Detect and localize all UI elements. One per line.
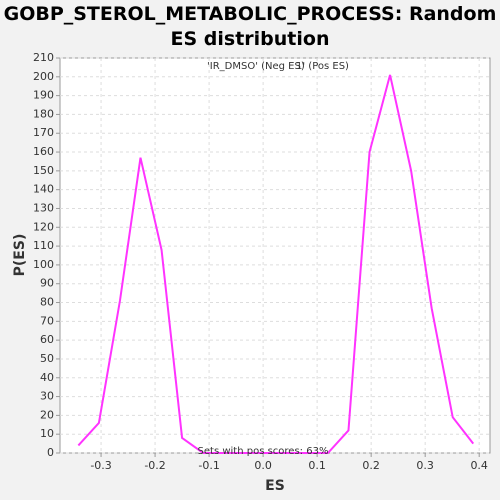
y-tick-label: 200 bbox=[33, 70, 54, 83]
chart-title: GOBP_STEROL_METABOLIC_PROCESS: Random ES… bbox=[3, 3, 497, 50]
y-tick-label: 70 bbox=[40, 314, 54, 327]
series-line bbox=[77, 74, 475, 454]
x-tick-label: 0.4 bbox=[470, 459, 488, 472]
x-axis-label: ES bbox=[265, 478, 285, 494]
x-tick-label: -0.2 bbox=[144, 459, 165, 472]
y-tick-label: 160 bbox=[33, 145, 54, 158]
y-tick-label: 150 bbox=[33, 164, 54, 177]
x-tick-label: 0.2 bbox=[362, 459, 380, 472]
y-tick-label: 40 bbox=[40, 371, 54, 384]
y-tick-label: 110 bbox=[33, 239, 54, 252]
y-tick-label: 60 bbox=[40, 333, 54, 346]
y-axis-label: P(ES) bbox=[12, 234, 28, 277]
y-tick-label: 120 bbox=[33, 220, 54, 233]
x-tick-label: 0.0 bbox=[254, 459, 272, 472]
annotation: Sets with pos scores: 63% bbox=[198, 446, 329, 457]
y-tick-label: 190 bbox=[33, 89, 54, 102]
y-tick-label: 100 bbox=[33, 258, 54, 271]
plot-area bbox=[59, 57, 491, 454]
y-tick-label: 180 bbox=[33, 107, 54, 120]
y-tick-label: 80 bbox=[40, 296, 54, 309]
legend-entry: 1' (Pos ES) bbox=[296, 61, 349, 72]
y-tick-label: 170 bbox=[33, 126, 54, 139]
y-tick-label: 0 bbox=[47, 446, 54, 459]
y-tick-label: 210 bbox=[33, 51, 54, 64]
legend-entry: 'IR_DMSO' (Neg ES) bbox=[207, 61, 305, 72]
x-tick-label: -0.1 bbox=[198, 459, 219, 472]
y-tick-label: 130 bbox=[33, 201, 54, 214]
y-tick-label: 140 bbox=[33, 183, 54, 196]
x-tick-label: -0.3 bbox=[90, 459, 111, 472]
x-tick-label: 0.3 bbox=[416, 459, 434, 472]
y-tick-label: 10 bbox=[40, 427, 54, 440]
y-tick-label: 30 bbox=[40, 390, 54, 403]
y-tick-label: 50 bbox=[40, 352, 54, 365]
y-tick-label: 20 bbox=[40, 408, 54, 421]
y-tick-label: 90 bbox=[40, 277, 54, 290]
x-tick-label: 0.1 bbox=[308, 459, 326, 472]
